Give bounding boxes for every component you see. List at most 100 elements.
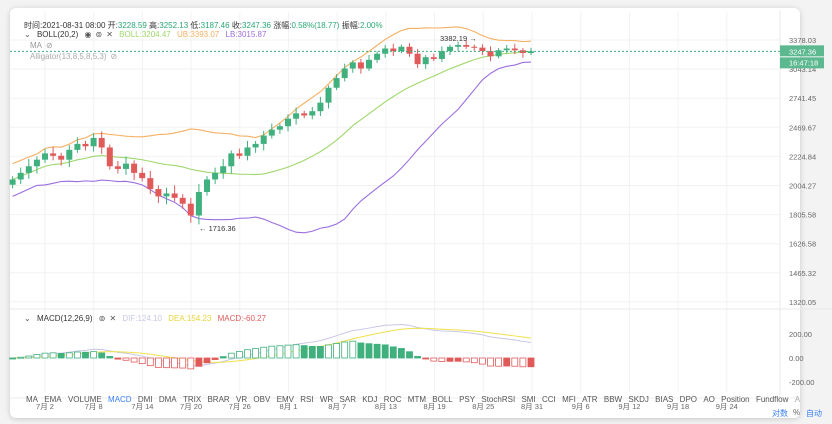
candle-body [414,53,421,65]
close-icon[interactable]: ✕ [106,30,113,39]
candle-body [236,153,243,156]
indicator-tab-bbw[interactable]: BBW [603,395,623,404]
candle-body [325,87,332,103]
date-axis-label: 9月 12 [618,402,640,411]
macd-histogram-bar [235,351,243,359]
macd-histogram-bar [57,352,65,359]
macd-histogram-bar [292,344,300,359]
settings-icon[interactable]: ⊚ [98,314,106,323]
indicator-tab-volume[interactable]: VOLUME [67,395,102,404]
macd-histogram-bar [276,345,284,359]
price-axis-label: 1465.32 [789,269,816,278]
indicator-tab-dpo[interactable]: DPO [679,395,698,404]
indicator-tab-ema[interactable]: EMA [44,395,62,404]
indicator-tab-cci[interactable]: CCI [542,395,556,404]
indicator-tab-skdj[interactable]: SKDJ [628,395,649,404]
macd-histogram-bar [495,357,503,367]
collapse-chevron-icon[interactable]: ⌄ [24,314,31,323]
indicator-tab-macd[interactable]: MACD [108,395,132,404]
candle-body [487,51,494,57]
indicator-tab-bias[interactable]: BIAS [655,395,674,404]
indicator-tab-sar[interactable]: SAR [339,395,356,404]
macd-histogram-bar [25,355,33,359]
candle-body [382,48,389,54]
macd-histogram-bar [365,343,373,359]
candle-body [398,46,405,52]
candle-body [228,153,235,167]
indicator-tab-mtm[interactable]: MTM [407,395,426,404]
candle-body [17,172,24,180]
indicator-tab-kdj[interactable]: KDJ [362,395,378,404]
countdown-badge [780,57,824,69]
candle-body [9,179,16,185]
indicator-tab-stochrsi[interactable]: StochRSI [481,395,516,404]
close-icon[interactable]: ✕ [109,314,117,323]
date-axis-label: 7月 2 [36,402,54,411]
candle-body [131,163,138,173]
indicator-tab-mfi[interactable]: MFI [562,395,576,404]
indicator-tab-trix[interactable]: TRIX [182,395,202,404]
candle-body [66,149,73,160]
indicator-tab-brar[interactable]: BRAR [207,395,230,404]
macd-histogram-bar [284,344,292,359]
macd-histogram-bar [138,357,146,365]
boll-legend: ⌄ BOLL(20,2) ◉ ⊚ ✕ BOLL:3204.47 UB:3393.07… [24,30,267,39]
collapse-chevron-icon[interactable]: ⌄ [24,30,31,39]
indicator-tab-ai-netvol[interactable]: AI-NetVOL [794,395,800,404]
candle-body [390,48,397,52]
price-axis-label: 1626.58 [789,240,816,249]
macd-histogram-bar [154,357,162,368]
macd-histogram-bar [65,352,73,359]
macd-histogram-bar [268,345,276,359]
indicator-tab-dmi[interactable]: DMI [137,395,153,404]
indicator-tab-roc[interactable]: ROC [383,395,402,404]
macd-histogram-bar [446,357,454,362]
candle-body [430,57,437,59]
settings-icon[interactable]: ⊚ [95,30,103,39]
log-scale-toggle[interactable]: 对数 [772,409,788,418]
candle-body [366,59,372,69]
current-price-label: 3247.36 [789,47,816,56]
macd-histogram-bar [300,345,308,359]
candle-body [374,53,381,60]
indicator-tab-dma[interactable]: DMA [158,395,177,404]
candle-body [276,126,283,130]
indicator-tab-psy[interactable]: PSY [459,395,476,404]
candle-body [309,111,316,116]
indicator-tab-fundflow[interactable]: Fundflow [755,395,789,404]
candle-body [479,47,486,52]
auto-scale-toggle[interactable]: 自动 [806,409,822,418]
candle-body [195,191,202,216]
indicator-tab-emv[interactable]: EMV [276,395,294,404]
indicator-tab-atr[interactable]: ATR [582,395,598,404]
indicator-tab-vr[interactable]: VR [236,395,248,404]
indicator-tab-ma[interactable]: MA [26,395,38,404]
macd-histogram-bar [414,356,422,359]
date-axis-label: 9月 24 [716,402,738,411]
macd-histogram-bar [406,351,413,359]
indicator-tab-position[interactable]: Position [721,395,750,404]
macd-histogram-bar [187,357,195,370]
macd-histogram-bar [9,357,17,360]
hidden-eye-icon[interactable]: ⊘ [110,52,118,61]
candle-body [503,48,510,51]
candle-body [42,153,48,160]
indicator-tab-smi[interactable]: SMI [521,395,536,404]
indicator-tab-obv[interactable]: OBV [253,395,271,404]
macd-histogram-bar [462,357,470,363]
candle-body [349,62,356,69]
indicator-tab-boll[interactable]: BOLL [432,395,453,404]
price-axis-label: 1320.05 [789,298,816,307]
indicator-tab-ao[interactable]: AO [703,395,715,404]
macd-histogram-bar [349,340,357,359]
indicator-tab-wr[interactable]: WR [319,395,334,404]
countdown-label: 16:47:18 [789,58,818,67]
percent-scale-toggle[interactable]: % [793,408,800,417]
macd-histogram-bar [252,348,260,359]
low-annotation: ← 1716.36 [199,224,236,233]
macd-histogram-bar [487,357,494,367]
eye-icon[interactable]: ◉ [84,30,92,39]
indicator-tab-rsi[interactable]: RSI [300,395,314,404]
hidden-eye-icon[interactable]: ⊘ [46,41,53,50]
